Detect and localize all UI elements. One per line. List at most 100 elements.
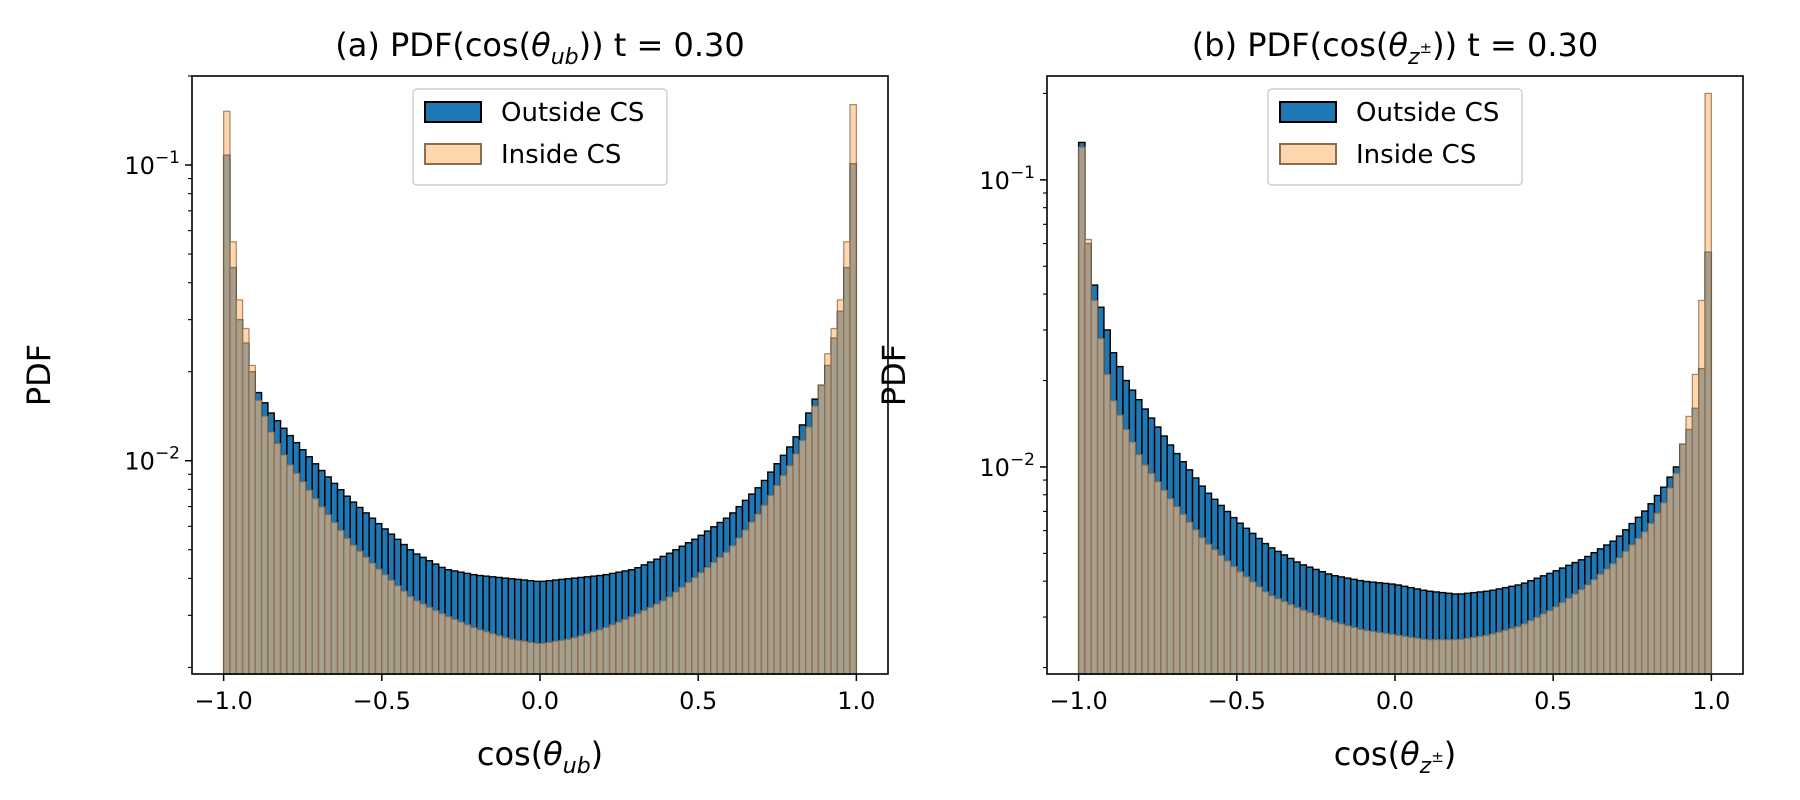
y-tick-label: 10−1	[979, 163, 1035, 195]
histogram-bar	[1603, 568, 1611, 675]
histogram-bar	[1179, 513, 1187, 675]
histogram-bar	[305, 489, 313, 675]
histogram-bar	[248, 364, 256, 675]
histogram-bar	[1470, 636, 1478, 675]
histogram-bar	[1666, 487, 1675, 675]
histogram-bar	[1280, 601, 1289, 675]
histogram-bar	[387, 579, 396, 675]
histogram-bar	[779, 474, 788, 675]
histogram-bar	[1653, 512, 1662, 675]
x-tick-label: 1.0	[837, 687, 875, 715]
histogram-bar	[450, 618, 459, 675]
histogram-bar	[1305, 612, 1314, 675]
histogram-bar	[1407, 636, 1415, 675]
histogram-bar	[1318, 616, 1327, 675]
histogram-bar	[798, 439, 807, 675]
x-tick-label: 0.5	[1534, 687, 1572, 715]
x-tick-label: 1.0	[1692, 687, 1730, 715]
histogram-bar	[1508, 627, 1516, 675]
histogram-bar	[1172, 506, 1181, 675]
histogram-bar	[558, 639, 566, 675]
histogram-bar	[659, 600, 668, 675]
histogram-bar	[545, 641, 554, 675]
histogram-bar	[495, 635, 503, 675]
histogram-bar	[476, 629, 484, 675]
histogram-bar	[539, 642, 547, 675]
histogram-bar	[317, 506, 326, 675]
histogram-bar	[343, 537, 351, 675]
histogram-bar	[577, 635, 585, 675]
histogram-bar	[767, 494, 775, 675]
histogram-bar	[229, 241, 237, 675]
legend: Outside CS Inside CS	[1267, 88, 1523, 186]
histogram-bar	[710, 561, 718, 675]
histogram-bar	[754, 513, 763, 675]
histogram-bar	[1267, 595, 1276, 675]
histogram-bar	[1369, 630, 1377, 675]
histogram-bar	[1679, 443, 1687, 675]
histogram-bar	[583, 633, 592, 675]
histogram-bar	[526, 641, 535, 675]
histogram-bar	[438, 613, 446, 675]
histogram-bar	[1622, 550, 1630, 675]
histogram-bar	[1552, 606, 1561, 675]
histogram-bar	[1248, 581, 1257, 675]
x-tick-label: 0.0	[521, 687, 559, 715]
histogram-bar	[355, 550, 364, 675]
histogram-bar	[1097, 337, 1105, 675]
histogram-bar	[419, 603, 427, 675]
histogram-bar	[507, 638, 516, 675]
histogram-bar	[1558, 601, 1567, 675]
histogram-bar	[1533, 616, 1542, 675]
histogram-bar	[1660, 502, 1668, 675]
histogram-bar	[1615, 557, 1624, 675]
histogram-bar	[1451, 639, 1459, 675]
histogram-bar	[1375, 631, 1383, 675]
series-inside-cs	[1078, 92, 1712, 675]
histogram-bar	[811, 405, 820, 675]
histogram-bar	[324, 514, 332, 675]
histogram-bar	[279, 454, 288, 675]
histogram-bar	[1350, 626, 1358, 675]
histogram-bar	[1388, 633, 1396, 675]
histogram-bar	[571, 637, 579, 675]
histogram-bar	[824, 353, 832, 675]
histogram-bar	[1381, 632, 1390, 675]
histogram-bar	[1641, 531, 1649, 675]
histogram-bar	[1501, 629, 1510, 675]
histogram-bar	[1445, 639, 1453, 675]
histogram-bar	[722, 551, 731, 675]
histogram-bar	[1457, 638, 1466, 675]
histogram-bar	[1312, 614, 1320, 675]
histogram-bar	[336, 529, 345, 675]
legend: Outside CS Inside CS	[412, 88, 668, 186]
histogram-bar	[1539, 613, 1548, 675]
histogram-bar	[444, 616, 453, 675]
legend-label-outside-cs: Outside CS	[501, 98, 644, 128]
histogram-bar	[1103, 373, 1111, 675]
histogram-bar	[590, 631, 598, 675]
histogram-bar	[1109, 400, 1118, 675]
histogram-bar	[1122, 428, 1130, 675]
histogram-bar	[242, 327, 250, 675]
histogram-bar	[1590, 579, 1599, 675]
x-axis-label: cos(θz±)	[1334, 735, 1457, 779]
histogram-bar	[640, 609, 649, 675]
panel-title: (a) PDF(cos(θub)) t = 0.30	[335, 26, 745, 70]
histogram-bar	[1362, 630, 1371, 675]
histogram-bar	[1343, 625, 1352, 675]
histogram-bar	[1261, 591, 1270, 675]
histogram-bar	[741, 529, 750, 675]
histogram-bar	[627, 616, 636, 675]
histogram-bar	[1204, 543, 1213, 675]
histogram-bar	[615, 621, 623, 675]
histogram-bar	[368, 562, 377, 675]
histogram-bar	[514, 639, 522, 675]
histogram-bar	[1571, 593, 1580, 675]
histogram-bar	[684, 581, 693, 675]
histogram-bar	[634, 613, 642, 675]
histogram-bar	[1229, 565, 1238, 675]
histogram-bar	[697, 572, 706, 675]
histogram-bar	[406, 595, 415, 675]
